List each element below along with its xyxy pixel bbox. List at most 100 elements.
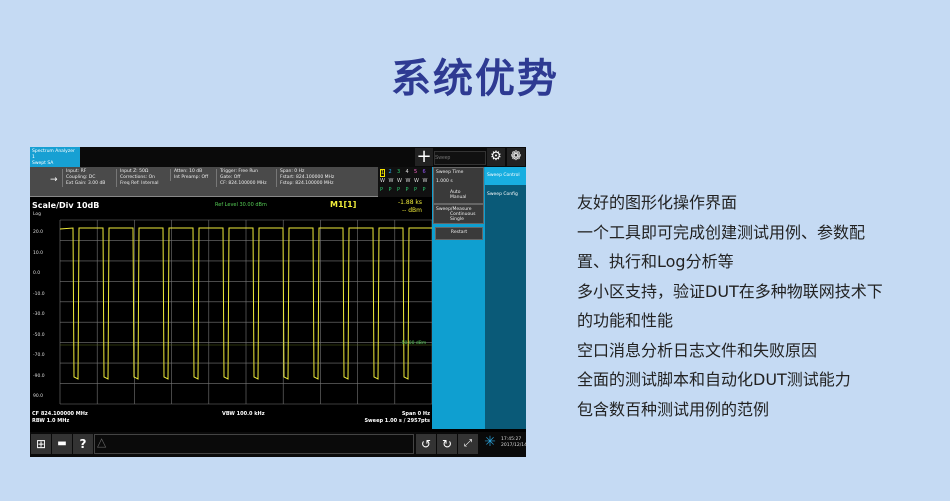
- trace-det: P: [380, 187, 384, 193]
- trace-type: W: [414, 178, 419, 184]
- busy-spinner-icon: ✳: [484, 434, 496, 450]
- trace-type: W: [388, 178, 394, 184]
- setting-text: CF: 824.100000 MHz: [220, 181, 267, 186]
- tab-sweep-control[interactable]: Sweep Control: [485, 167, 526, 185]
- fullscreen-icon[interactable]: ⤢: [458, 434, 478, 454]
- search-input[interactable]: [434, 151, 486, 165]
- trace-type: W: [422, 178, 428, 184]
- mode-sub-label: Swept SA: [32, 161, 54, 166]
- setting-text: Gate: Off: [220, 175, 241, 180]
- trace-type: W: [405, 178, 411, 184]
- trace-num: 3: [397, 169, 401, 175]
- trace-num: 4: [405, 169, 409, 175]
- sweep-panel: Sweep Time 1.000 s Auto Manual Sweep/Mea…: [432, 167, 485, 429]
- trace-det: P: [414, 187, 418, 193]
- trace-det: P: [397, 187, 401, 193]
- trace-plot: [59, 219, 432, 405]
- undo-icon[interactable]: ↺: [416, 434, 436, 454]
- manual-option[interactable]: Manual: [450, 195, 467, 200]
- trace-num: 2: [388, 169, 392, 175]
- y-tick-label: -70.0: [33, 353, 45, 358]
- setting-text: Int Preamp: Off: [174, 175, 209, 180]
- auto-option[interactable]: Auto: [450, 190, 461, 195]
- feature-item: 友好的图形化操作界面: [577, 193, 738, 212]
- windows-icon[interactable]: ⊞: [31, 434, 51, 454]
- setting-group[interactable]: Atten: 10 dB Int Preamp: Off: [170, 169, 208, 181]
- rbw: RBW 1.0 MHz: [32, 418, 70, 424]
- folder-icon[interactable]: ▬: [52, 434, 72, 454]
- setting-text: Span: 0 Hz: [280, 169, 305, 174]
- sweep-time-control[interactable]: Sweep Time 1.000 s Auto Manual: [433, 167, 484, 204]
- spectrum-chart[interactable]: Scale/Div 10dB Log Ref Level 30.00 dBm M…: [30, 197, 432, 409]
- trace-num: 1: [380, 169, 386, 177]
- sweep-measure-label: Sweep/Measure: [436, 207, 472, 212]
- feature-item: 置、执行和Log分析等: [577, 252, 734, 271]
- scale-type: Log: [33, 212, 42, 217]
- ref-level: Ref Level 30.00 dBm: [215, 202, 267, 208]
- menu-tabs: Sweep Control Sweep Config: [485, 167, 526, 429]
- setting-text: Trigger: Free Run: [220, 169, 258, 174]
- scale-label: Scale/Div 10dB: [32, 201, 100, 210]
- sweep-time-value: 1.000 s: [436, 179, 453, 184]
- display-line-label: -50.00 dBm: [400, 341, 427, 346]
- marker-x: -1.88 ks: [398, 199, 423, 206]
- clock-time: 17:45:27: [501, 437, 522, 442]
- clock-date: 2017/12/14: [501, 443, 527, 448]
- trace-det: P: [405, 187, 409, 193]
- preset-icon[interactable]: ❁: [507, 148, 525, 166]
- sweep-time-label: Sweep Time: [436, 170, 464, 175]
- feature-item: 的功能和性能: [577, 311, 674, 330]
- y-tick-label: -50.0: [33, 332, 45, 338]
- restart-button[interactable]: Restart: [435, 227, 483, 240]
- sweep-info: Sweep 1.00 s / 2957pts: [364, 418, 430, 424]
- center-freq: CF 824.100000 MHz: [32, 411, 88, 417]
- page-title: 系统优势: [391, 56, 559, 102]
- tab-sweep-config[interactable]: Sweep Config: [487, 192, 518, 197]
- y-tick-label: 0.0: [33, 271, 41, 276]
- add-button[interactable]: +: [415, 146, 433, 167]
- feature-item: 一个工具即可完成创建测试用例、参数配: [577, 222, 866, 242]
- setting-text: Fstop: 824.100000 MHz: [280, 181, 334, 186]
- marker-y: -- dBm: [402, 207, 423, 214]
- help-icon[interactable]: ?: [73, 434, 93, 454]
- y-tick-label: -30.0: [33, 312, 45, 317]
- mode-tab[interactable]: Spectrum Analyzer 1 Swept SA: [30, 147, 80, 167]
- y-tick-label: 90.0: [33, 394, 44, 399]
- continuous-option[interactable]: Continuous: [450, 212, 476, 217]
- settings-gear-icon[interactable]: ⚙: [487, 148, 505, 166]
- feature-item: 包含数百种测试用例的范例: [577, 399, 770, 419]
- redo-icon[interactable]: ↻: [437, 434, 457, 454]
- setting-text: Fstart: 824.100000 MHz: [280, 175, 335, 180]
- setting-group[interactable]: Trigger: Free Run Gate: Off: [216, 169, 258, 181]
- taskbar: ⊞ ▬ ? △ ↺ ↻ ⤢ ✳ 17:45:27 2017/12/14: [30, 432, 527, 457]
- setting-group[interactable]: Input: RF Coupling: DC Ext Gain: 3.00 dB: [62, 169, 105, 187]
- trace-num: 5: [414, 169, 418, 175]
- y-tick-label: 10.0: [33, 250, 44, 256]
- marker-label: M1[1]: [330, 200, 357, 209]
- setting-group[interactable]: Input Z: 50Ω Corrections: On Freq Ref: Int…: [116, 169, 158, 187]
- setting-group[interactable]: Span: 0 Hz Fstart: 824.100000 MHz Fstop: 8…: [276, 169, 334, 187]
- trace-det: P: [422, 187, 426, 193]
- mode-label: Spectrum Analyzer 1: [32, 149, 75, 160]
- trace-line: [59, 227, 432, 380]
- settings-bar[interactable]: → Input: RF Coupling: DC Ext Gain: 3.00 dB…: [30, 167, 432, 197]
- trace-type: W: [380, 178, 385, 184]
- single-option[interactable]: Single: [450, 217, 464, 222]
- setting-text: Corrections: On: [120, 175, 155, 180]
- setting-text: Input: RF: [66, 169, 87, 174]
- vbw: VBW 100.0 kHz: [222, 411, 265, 417]
- setting-text: Freq Ref: Internal: [120, 181, 159, 186]
- y-tick-label: -10.0: [33, 291, 45, 297]
- y-tick-label: -90.0: [33, 373, 45, 379]
- feature-list: 友好的图形化操作界面 一个工具即可完成创建测试用例、参数配 置、执行和Log分析等多…: [577, 188, 883, 424]
- setting-text: Input Z: 50Ω: [120, 169, 149, 174]
- trace-num: 6: [422, 169, 426, 175]
- span: Span 0 Hz: [401, 411, 430, 417]
- warning-icon[interactable]: △: [94, 434, 414, 454]
- trace-type: W: [397, 178, 402, 184]
- sweep-measure-control[interactable]: Sweep/Measure Continuous Single: [433, 204, 484, 224]
- setting-group[interactable]: CF: 824.100000 MHz: [216, 181, 267, 187]
